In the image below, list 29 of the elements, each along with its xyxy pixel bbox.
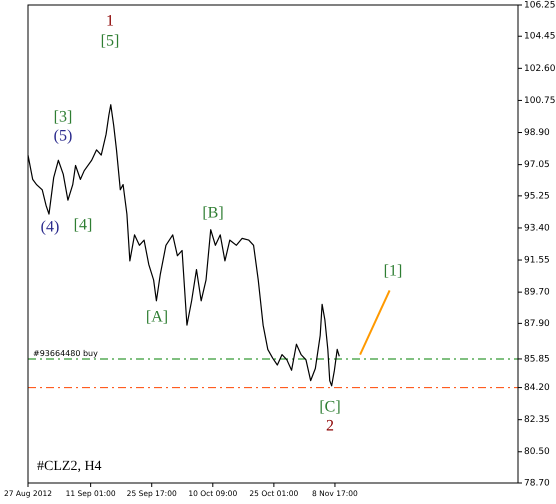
y-tick-label: 95.25 <box>524 191 550 202</box>
annotation: [C] <box>319 398 341 416</box>
y-tick-label: 87.90 <box>524 318 550 329</box>
y-tick-label: 106.25 <box>524 0 556 10</box>
y-tick-label: 102.60 <box>524 64 556 74</box>
ref-line-label: #93664480 buy <box>33 348 98 358</box>
y-tick-label: 84.20 <box>524 383 550 394</box>
y-tick-label: 93.40 <box>524 223 550 234</box>
y-tick-label: 85.85 <box>524 354 550 364</box>
y-tick-label: 89.70 <box>524 288 550 298</box>
y-tick-label: 91.55 <box>524 256 550 266</box>
annotation: [A] <box>146 308 168 326</box>
y-tick-label: 100.75 <box>524 96 556 106</box>
y-tick-label: 98.90 <box>524 128 550 138</box>
annotation: [5] <box>100 32 120 50</box>
annotation: [4] <box>74 216 92 234</box>
y-tick-label: 80.50 <box>524 447 550 458</box>
annotation: (4) <box>40 218 60 236</box>
text: #CLZ2, H4 <box>37 459 102 474</box>
y-tick-label: 82.35 <box>524 415 550 426</box>
annotation: [1] <box>384 262 402 280</box>
annotation: [3] <box>54 108 72 126</box>
y-tick-label: 104.45 <box>524 32 556 42</box>
annotation: [B] <box>202 204 224 222</box>
y-tick-label: 78.70 <box>524 478 550 488</box>
y-tick-label: 97.05 <box>524 160 550 170</box>
annotation: (5) <box>54 128 72 145</box>
annotation: 2 <box>326 418 334 435</box>
annotation: 1 <box>106 12 114 30</box>
